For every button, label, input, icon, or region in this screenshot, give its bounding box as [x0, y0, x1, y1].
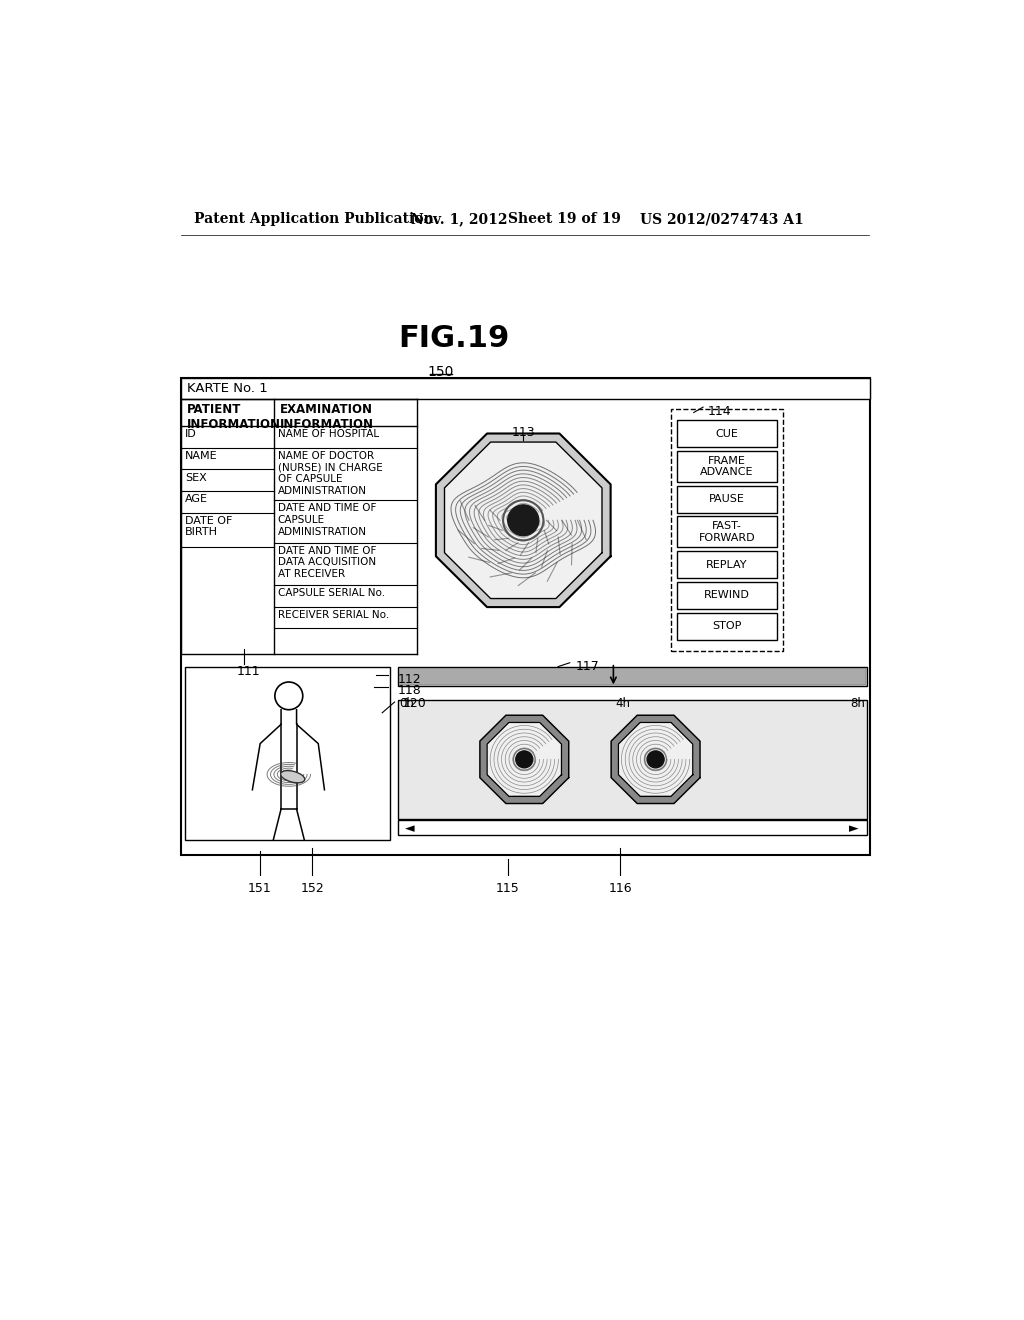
Text: PAUSE: PAUSE [709, 494, 744, 504]
Text: 0h: 0h [399, 697, 414, 710]
Bar [677, 451, 776, 482]
Bar [397, 820, 866, 836]
Text: NAME: NAME [185, 451, 218, 461]
Polygon shape [444, 442, 602, 598]
Text: EXAMINATION
INFORMATION: EXAMINATION INFORMATION [280, 404, 374, 432]
Text: CAPSULE SERIAL No.: CAPSULE SERIAL No. [278, 589, 385, 598]
Bar [677, 486, 776, 512]
Polygon shape [436, 433, 610, 607]
Bar [677, 516, 776, 548]
Text: 111: 111 [237, 665, 260, 678]
Text: 4h: 4h [615, 697, 630, 710]
Text: SEX: SEX [185, 473, 207, 483]
Bar [184, 667, 390, 840]
Text: 114: 114 [708, 405, 731, 418]
Circle shape [647, 751, 665, 768]
Text: DATE OF
BIRTH: DATE OF BIRTH [185, 516, 232, 537]
Text: 152: 152 [301, 882, 325, 895]
Text: DATE AND TIME OF
DATA ACQUISITION
AT RECEIVER: DATE AND TIME OF DATA ACQUISITION AT REC… [278, 545, 376, 579]
Text: 120: 120 [403, 697, 427, 710]
Text: NAME OF DOCTOR
(NURSE) IN CHARGE
OF CAPSULE
ADMINISTRATION: NAME OF DOCTOR (NURSE) IN CHARGE OF CAPS… [278, 451, 382, 496]
Text: 112: 112 [397, 673, 421, 686]
Text: 151: 151 [248, 882, 271, 895]
Text: 150: 150 [427, 364, 454, 379]
Text: FAST-
FORWARD: FAST- FORWARD [698, 521, 755, 543]
Text: AGE: AGE [185, 494, 208, 504]
Text: 8h: 8h [850, 697, 865, 710]
Ellipse shape [281, 771, 305, 783]
Bar [397, 667, 866, 686]
Bar [677, 582, 776, 609]
Text: Patent Application Publication: Patent Application Publication [194, 213, 433, 226]
Polygon shape [480, 715, 568, 804]
Text: US 2012/0274743 A1: US 2012/0274743 A1 [640, 213, 803, 226]
Text: PATIENT
INFORMATION: PATIENT INFORMATION [187, 404, 281, 432]
Polygon shape [611, 715, 700, 804]
Text: Nov. 1, 2012: Nov. 1, 2012 [411, 213, 507, 226]
Text: Sheet 19 of 19: Sheet 19 of 19 [508, 213, 621, 226]
Text: FRAME
ADVANCE: FRAME ADVANCE [700, 455, 754, 478]
Text: CUE: CUE [715, 429, 738, 438]
Bar [399, 668, 865, 684]
Bar [677, 420, 776, 447]
Text: RECEIVER SERIAL No.: RECEIVER SERIAL No. [278, 610, 389, 619]
Bar [677, 612, 776, 640]
Text: STOP: STOP [712, 622, 741, 631]
Text: ►: ► [849, 822, 859, 836]
Circle shape [508, 506, 539, 536]
Text: 118: 118 [397, 684, 422, 697]
Text: 117: 117 [575, 660, 600, 673]
Text: KARTE No. 1: KARTE No. 1 [187, 381, 267, 395]
Bar [677, 552, 776, 578]
Text: FIG.19: FIG.19 [397, 323, 509, 352]
Circle shape [516, 751, 532, 768]
Text: 116: 116 [608, 882, 632, 895]
Bar [671, 409, 783, 651]
Polygon shape [487, 722, 561, 796]
Text: DATE AND TIME OF
CAPSULE
ADMINISTRATION: DATE AND TIME OF CAPSULE ADMINISTRATION [278, 503, 376, 536]
Text: 115: 115 [496, 882, 519, 895]
Text: 113: 113 [511, 426, 536, 440]
Polygon shape [618, 722, 693, 796]
Text: ID: ID [185, 429, 197, 440]
Bar [397, 700, 866, 818]
Text: REWIND: REWIND [703, 590, 750, 601]
Bar [180, 378, 870, 400]
Text: REPLAY: REPLAY [706, 560, 748, 569]
Text: NAME OF HOSPITAL: NAME OF HOSPITAL [278, 429, 379, 440]
Text: ◄: ◄ [406, 822, 415, 836]
Bar [180, 378, 870, 855]
